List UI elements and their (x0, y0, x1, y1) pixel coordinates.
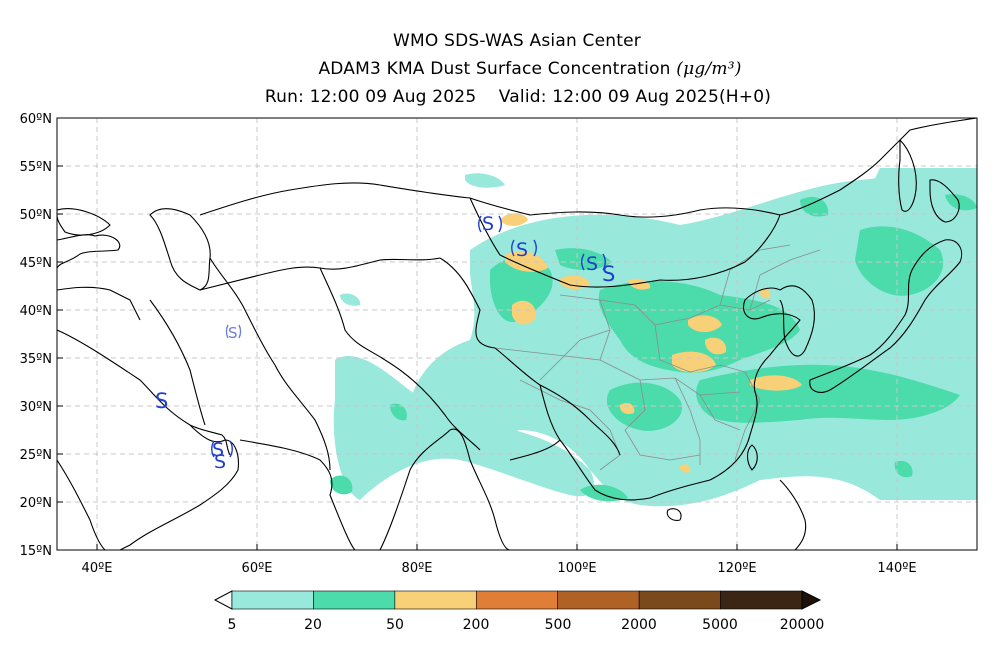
storm-marker-8: S (214, 451, 226, 473)
lon-label-120: 120ºE (717, 561, 756, 576)
storm-marker-5: S (228, 324, 238, 342)
lat-label-30: 30ºN (20, 400, 52, 415)
colorbar-box-2 (394, 590, 477, 610)
colorbar-box-3 (475, 590, 559, 610)
run-valid-line: Run: 12:00 09 Aug 2025 Valid: 12:00 09 A… (18, 87, 1000, 107)
colorbar-box-6 (720, 590, 803, 610)
storm-bracket-7 (225, 324, 229, 339)
storm-marker-2: S (516, 239, 528, 261)
dust-storm-markers: S S S S S S S S (155, 213, 615, 473)
unit-label: (μg/m³) (676, 59, 742, 79)
lon-label-80: 80ºE (402, 561, 433, 576)
storm-bracket-6 (602, 253, 606, 271)
lat-label-45: 45ºN (20, 256, 52, 271)
coastlines-borders (57, 118, 977, 550)
lat-label-60: 60ºN (20, 112, 52, 127)
graticule (57, 118, 977, 550)
colorbar-box-5 (638, 590, 721, 610)
dust-field (330, 168, 977, 507)
lat-label-40: 40ºN (20, 304, 52, 319)
lat-labels: 60ºN 55ºN 50ºN 45ºN 40ºN 35ºN 30ºN 25ºN … (20, 112, 52, 559)
colorbar-box-4 (557, 590, 640, 610)
colorbar-box-0 (231, 590, 314, 610)
colorbar-label-500: 500 (545, 617, 572, 633)
colorbar-box-1 (313, 590, 396, 610)
lon-label-40: 40ºE (82, 561, 113, 576)
colorbar-label-2000: 2000 (621, 617, 657, 633)
storm-marker-7: S (212, 439, 224, 461)
lat-label-35: 35ºN (20, 352, 52, 367)
dust-level-50-200 (500, 213, 802, 473)
colorbar-extend-min (213, 590, 233, 610)
storm-marker-3: S (586, 253, 598, 275)
storm-marker-1: S (482, 213, 494, 235)
storm-marker-6: S (155, 389, 168, 413)
storm-bracket-9 (211, 440, 215, 458)
storm-bracket-2 (498, 215, 502, 233)
lat-label-15: 15ºN (20, 544, 52, 559)
storm-bracket-5 (581, 253, 585, 271)
lat-label-55: 55ºN (20, 160, 52, 175)
storm-bracket-8 (238, 324, 242, 339)
lon-labels: 40ºE 60ºE 80ºE 100ºE 120ºE 140ºE (82, 561, 917, 576)
lon-label-60: 60ºE (242, 561, 273, 576)
tick-marks (57, 117, 898, 551)
lat-label-50: 50ºN (20, 208, 52, 223)
colorbar-label-20000: 20000 (780, 617, 825, 633)
valid-time: Valid: 12:00 09 Aug 2025(H+0) (498, 87, 772, 107)
storm-bracket-10 (229, 440, 233, 458)
colorbar-label-20: 20 (304, 617, 322, 633)
product-name: ADAM3 KMA Dust Surface Concentration (318, 59, 671, 79)
colorbar: 5 20 50 200 500 2000 5000 20000 (213, 590, 825, 633)
colorbar-labels: 5 20 50 200 500 2000 5000 20000 (228, 617, 825, 633)
colorbar-extend-max (801, 590, 822, 610)
run-time: Run: 12:00 09 Aug 2025 (264, 87, 477, 107)
lon-label-100: 100ºE (557, 561, 596, 576)
storm-bracket-1 (478, 215, 482, 233)
lon-label-140: 140ºE (877, 561, 916, 576)
lat-label-25: 25ºN (20, 448, 52, 463)
lat-label-20: 20ºN (20, 496, 52, 511)
colorbar-label-5000: 5000 (702, 617, 738, 633)
colorbar-label-200: 200 (463, 617, 490, 633)
storm-bracket-3 (511, 239, 515, 257)
colorbar-boxes (231, 590, 803, 610)
storm-marker-4: S (602, 262, 615, 286)
colorbar-label-5: 5 (228, 617, 237, 633)
product-title: ADAM3 KMA Dust Surface Concentration (μg… (30, 59, 1000, 79)
colorbar-label-50: 50 (386, 617, 404, 633)
storm-bracket-4 (533, 239, 537, 257)
chart-title: WMO SDS-WAS Asian Center (393, 31, 641, 51)
map-frame (56, 117, 978, 551)
